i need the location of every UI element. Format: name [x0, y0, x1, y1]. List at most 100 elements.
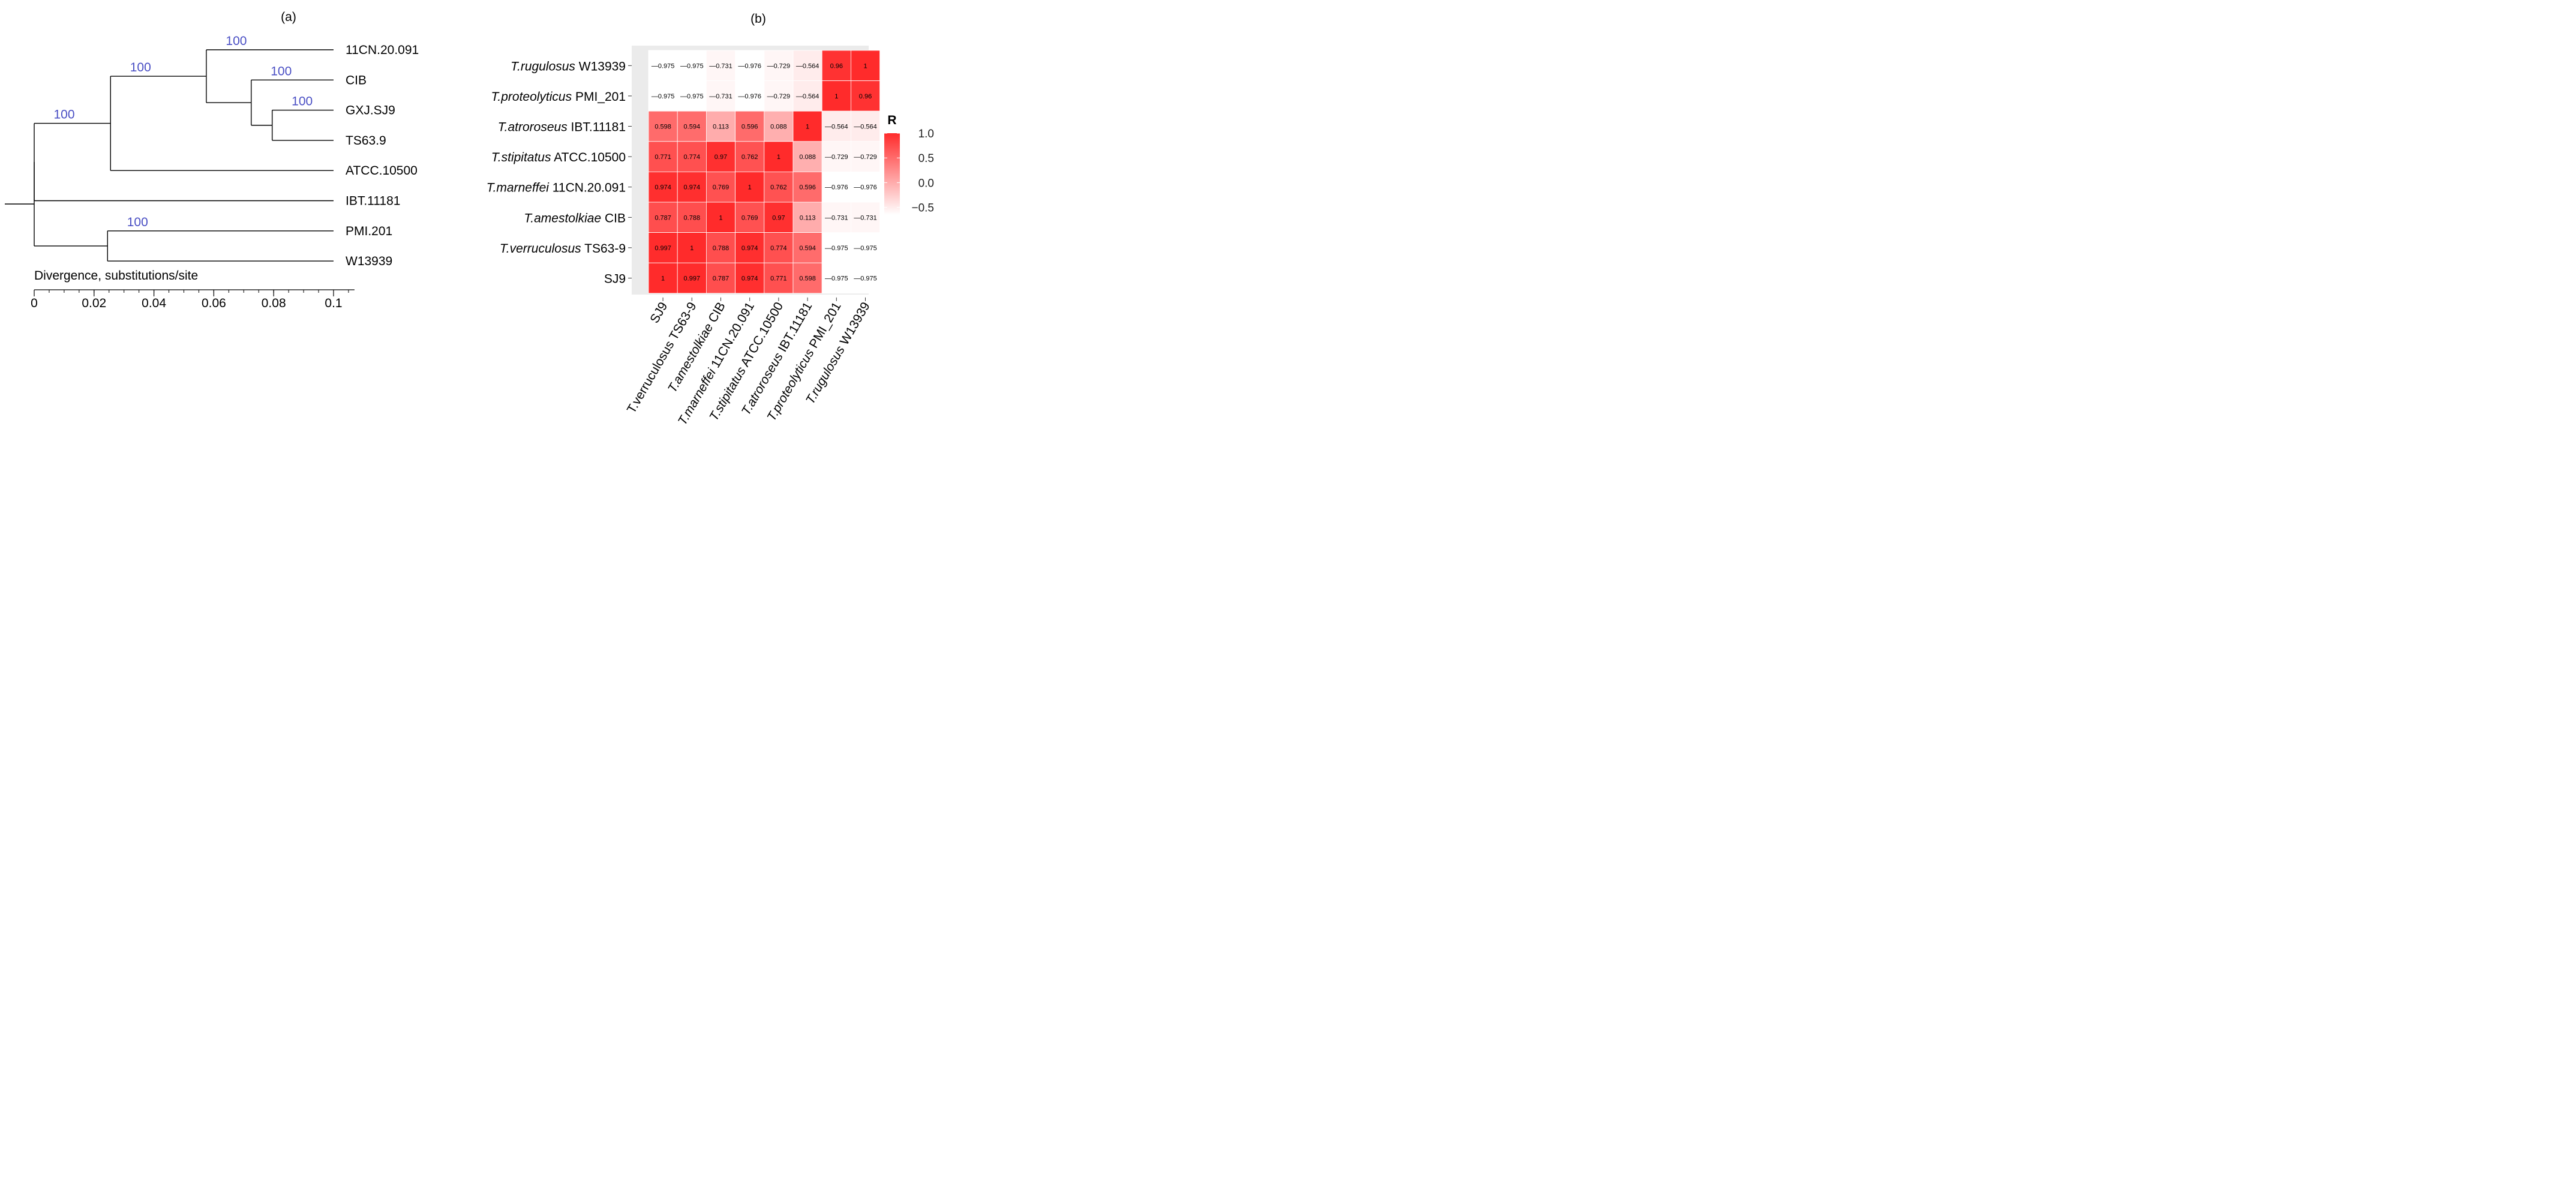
heatmap-value: —0.731	[709, 93, 732, 100]
heatmap-value: 0.088	[770, 124, 787, 131]
heatmap-cell	[792, 262, 822, 294]
heatmap-value-labels: —0.975 —0.975 —0.731 —0.976 —0.729 —0.564 0.96…	[651, 62, 877, 282]
legend-tick-label: 1.0	[918, 128, 934, 140]
legend-tick-label: 0.5	[918, 152, 934, 165]
heatmap-value: 0.997	[654, 245, 671, 252]
heatmap-value: 0.088	[799, 154, 816, 161]
heatmap-cell	[648, 141, 678, 172]
heatmap-cell	[821, 171, 851, 203]
heatmap-value: 0.787	[654, 214, 671, 221]
heatmap-value: —0.564	[796, 62, 819, 70]
heatmap-value: —0.976	[825, 184, 848, 191]
heatmap-value: 0.787	[713, 275, 729, 283]
heatmap-value: —0.564	[825, 124, 848, 131]
tree-leaf-labels: 11CN.20.091 CIB GXJ.SJ9 TS63.9 ATCC.10500 IBT…	[346, 43, 419, 268]
legend-tick-label: 0.0	[918, 177, 934, 190]
heatmap-value: 1	[863, 62, 867, 70]
bootstrap-value: 100	[292, 95, 313, 109]
axis-tick-label: 0.02	[82, 296, 106, 310]
heatmap-value: 1	[690, 245, 693, 252]
heatmap-value: 0.762	[741, 154, 758, 161]
heatmap-value: 0.598	[799, 275, 816, 283]
heatmap-value: 0.774	[684, 154, 701, 161]
row-label: T.amestolkiae CIB	[524, 211, 626, 225]
color-legend: R 1.0 0.5 0.0 −0.5	[884, 113, 934, 215]
heatmap-cell	[851, 262, 881, 294]
axis-tick-label: 0.1	[325, 296, 342, 310]
heatmap-value: 0.771	[654, 154, 671, 161]
leaf-label: IBT.11181	[346, 194, 400, 208]
heatmap-cell	[677, 141, 707, 172]
heatmap-cell	[821, 232, 851, 263]
bootstrap-value: 100	[53, 108, 74, 122]
heatmap-cell	[706, 202, 736, 233]
axis-tick-label: 0	[31, 296, 38, 310]
heatmap-value: 0.594	[799, 245, 816, 252]
heatmap-value: —0.729	[767, 62, 791, 70]
leaf-label: W13939	[346, 254, 392, 268]
heatmap-value: 0.974	[684, 184, 701, 191]
heatmap-value: 0.113	[713, 124, 729, 131]
heatmap-cell	[851, 171, 881, 203]
heatmap-value: 0.596	[741, 124, 758, 131]
heatmap-value: 1	[661, 275, 665, 283]
heatmap-cell	[648, 50, 678, 81]
legend-tick-label: −0.5	[911, 202, 934, 215]
heatmap-value: 0.774	[770, 245, 787, 252]
divergence-axis: 0 0.02 0.04 0.06 0.08 0.1	[31, 289, 355, 310]
heatmap-cell	[735, 202, 765, 233]
bootstrap-labels: 100 100 100 100 100 100	[53, 34, 313, 229]
heatmap-value: 1	[719, 214, 722, 221]
leaf-label: PMI.201	[346, 224, 392, 238]
heatmap-value: —0.975	[651, 93, 675, 100]
phylogenetic-tree-panel: (a) 100 100 100 100 100 100 11CN.20.091 CIB GXJ…	[5, 10, 419, 310]
heatmap-value: —0.975	[854, 275, 877, 283]
column-label: SJ9	[647, 300, 670, 326]
heatmap-value: —0.976	[738, 93, 761, 100]
heatmap-value: 0.598	[654, 124, 671, 131]
heatmap-value: 0.762	[770, 184, 787, 191]
heatmap-value: —0.564	[796, 93, 819, 100]
heatmap-value: —0.975	[854, 245, 877, 252]
heatmap-cell	[706, 110, 736, 142]
heatmap-cell	[764, 80, 794, 112]
heatmap-value: 0.97	[772, 214, 785, 221]
heatmap-value: —0.975	[651, 62, 675, 70]
heatmap-cell	[648, 262, 678, 294]
heatmap-value: 0.769	[741, 214, 758, 221]
heatmap-value: —0.731	[854, 214, 877, 221]
heatmap-cell	[792, 232, 822, 263]
heatmap-value: 0.596	[799, 184, 816, 191]
heatmap-value: —0.975	[680, 62, 704, 70]
heatmap-value: 0.974	[741, 275, 758, 283]
heatmap-value: 0.788	[713, 245, 729, 252]
heatmap-value: 0.974	[741, 245, 758, 252]
heatmap-cell	[648, 110, 678, 142]
heatmap-cell	[677, 110, 707, 142]
row-label: SJ9	[604, 272, 626, 286]
heatmap-value: —0.729	[854, 154, 877, 161]
row-label: T.atroroseus IBT.11181	[498, 121, 626, 134]
bootstrap-value: 100	[127, 215, 148, 229]
heatmap-value: 0.594	[684, 124, 701, 131]
heatmap-cell	[851, 80, 881, 112]
heatmap-value: 1	[834, 93, 838, 100]
heatmap-value: —0.729	[767, 93, 791, 100]
heatmap-cell	[792, 202, 822, 233]
heatmap-cell	[792, 110, 822, 142]
row-label: T.verruculosus TS63-9	[500, 242, 626, 256]
heatmap-value: —0.975	[825, 245, 848, 252]
heatmap-cell	[821, 202, 851, 233]
heatmap-value: 0.771	[770, 275, 787, 283]
heatmap-value: —0.975	[680, 93, 704, 100]
heatmap-cell	[792, 80, 822, 112]
leaf-label: CIB	[346, 73, 367, 87]
panel-b-label: (b)	[750, 12, 766, 26]
heatmap-value: 0.113	[800, 214, 816, 221]
heatmap-value: 1	[806, 124, 809, 131]
heatmap-value: 0.97	[714, 154, 727, 161]
heatmap-value: —0.976	[738, 62, 761, 70]
tree-branches	[5, 49, 334, 262]
panel-a-label: (a)	[281, 10, 296, 24]
